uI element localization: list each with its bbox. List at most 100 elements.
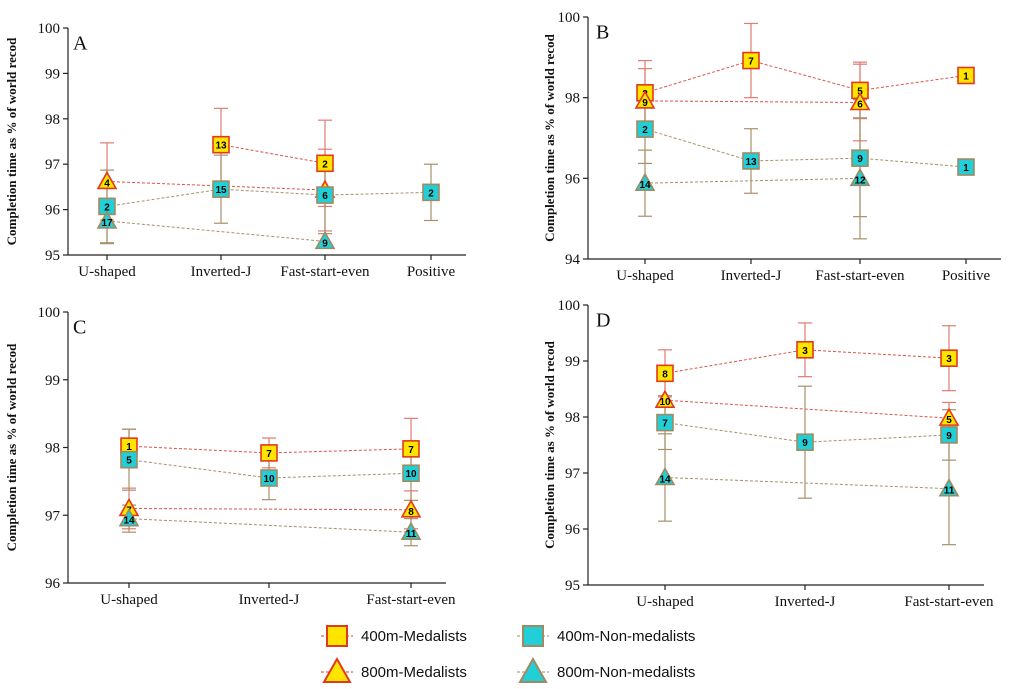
marker-triangle: [938, 478, 960, 497]
point-label: 2: [104, 202, 110, 213]
y-tick-label: 100: [558, 10, 581, 26]
series-line: [128, 518, 412, 533]
y-tick-label: 96: [565, 522, 581, 538]
marker-square: [636, 120, 654, 138]
x-tick-label: U-shaped: [78, 264, 136, 280]
point-label: 1: [963, 71, 969, 82]
markers: 13241121562179: [96, 135, 440, 250]
y-axis-title: Completion time as % of world recod: [4, 37, 19, 246]
marker-triangle: [634, 172, 656, 191]
point-label: 11: [944, 486, 955, 497]
marker-square: [260, 444, 278, 462]
marker-triangle: [849, 91, 871, 111]
marker-square: [957, 66, 975, 85]
point-label: 14: [659, 474, 671, 485]
markers: 275196213911412: [634, 51, 975, 191]
series-lines: [106, 144, 432, 242]
x-tick-label: Inverted-J: [239, 592, 300, 608]
marker-triangle: [96, 210, 118, 229]
series-line: [664, 399, 950, 419]
point-label: 6: [322, 191, 328, 202]
y-tick-label: 100: [558, 298, 581, 314]
legend-label: 800m-Non-medalists: [557, 664, 695, 681]
series-line: [644, 100, 861, 104]
y-tick-label: 99: [565, 354, 580, 370]
series-line: [106, 220, 326, 242]
point-label: 2: [428, 188, 434, 199]
marker-square: [212, 180, 230, 198]
point-label: 5: [946, 415, 952, 426]
point-label: 10: [263, 474, 275, 485]
x-tick-label: U-shaped: [616, 268, 674, 284]
panel-letter: B: [596, 22, 609, 44]
point-label: 8: [662, 369, 668, 380]
y-tick-label: 96: [565, 171, 581, 187]
marker-triangle: [314, 230, 336, 250]
x-tick-label: Fast-start-even: [280, 264, 370, 280]
point-label: 9: [642, 98, 648, 109]
legend-label: 400m-Medalists: [361, 628, 467, 645]
marker-triangle: [400, 521, 422, 540]
series-line: [128, 507, 412, 511]
marker-square: [260, 469, 278, 487]
y-tick-label: 97: [565, 466, 581, 482]
y-tick-label: 97: [45, 508, 61, 524]
point-label: 11: [406, 529, 417, 540]
y-tick-label: 98: [565, 410, 580, 426]
marker-triangle: [118, 508, 140, 527]
x-tick-label: Inverted-J: [191, 264, 252, 280]
y-tick-label: 95: [565, 578, 580, 594]
point-label: 2: [322, 159, 328, 170]
point-label: 1: [126, 442, 132, 453]
series-line: [664, 476, 950, 490]
y-axis-title: Completion time as % of world recod: [542, 33, 557, 242]
y-tick-label: 96: [45, 576, 61, 592]
error-bars: [100, 107, 438, 245]
x-tick-label: U-shaped: [636, 594, 694, 610]
legend-triangle: [322, 656, 352, 683]
point-label: 17: [101, 218, 113, 229]
markers: 17778510101411: [118, 437, 422, 540]
point-label: 7: [266, 449, 272, 460]
marker-square: [316, 186, 334, 204]
point-label: 15: [215, 185, 227, 196]
y-tick-label: 98: [45, 441, 60, 457]
x-tick-label: Fast-start-even: [366, 592, 456, 608]
y-tick-label: 99: [45, 373, 60, 389]
y-tick-label: 95: [45, 248, 60, 264]
series-line: [644, 177, 861, 184]
y-tick-label: 94: [565, 252, 581, 268]
marker-square: [957, 158, 975, 176]
point-label: 6: [857, 100, 863, 111]
panel-letter: D: [596, 310, 610, 332]
point-label: 3: [802, 346, 808, 357]
marker-square: [402, 464, 420, 483]
marker-triangle: [654, 466, 676, 486]
marker-triangle: [96, 170, 118, 190]
legend-label: 800m-Medalists: [361, 664, 467, 681]
point-label: 7: [748, 57, 754, 68]
panel-letter: A: [73, 33, 88, 55]
point-label: 13: [745, 157, 757, 168]
point-label: 9: [802, 438, 808, 449]
marker-square: [796, 340, 814, 359]
legend-item: 800m-Medalists: [321, 656, 467, 683]
x-tick-label: Fast-start-even: [815, 268, 905, 284]
point-label: 9: [946, 431, 952, 442]
marker-triangle: [849, 167, 871, 187]
y-tick-label: 96: [45, 203, 61, 219]
y-tick-label: 100: [38, 305, 61, 321]
point-label: 14: [639, 180, 651, 191]
legend-label: 400m-Non-medalists: [557, 628, 695, 645]
marker-triangle: [938, 407, 960, 426]
series-lines: [644, 60, 967, 184]
series-line: [220, 144, 326, 164]
point-label: 12: [854, 175, 866, 186]
point-label: 2: [642, 125, 648, 136]
point-label: 7: [408, 445, 414, 456]
legend-item: 400m-Non-medalists: [517, 625, 695, 647]
